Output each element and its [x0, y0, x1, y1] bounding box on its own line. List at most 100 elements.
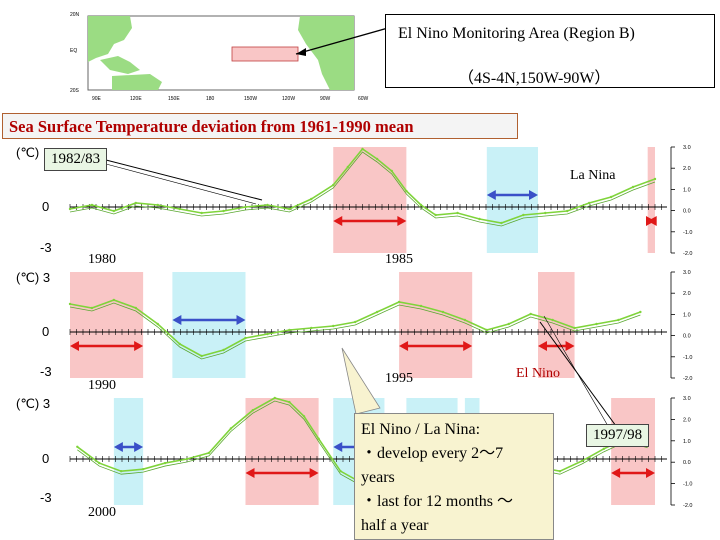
sst-point [551, 318, 554, 322]
el-nino-arrow-head-right [646, 468, 655, 478]
right-tick-label: -1.0 [683, 230, 692, 236]
sst-point [112, 298, 116, 302]
sst-point [375, 157, 379, 161]
la-nina-arrow-head-left [333, 442, 343, 452]
sst-point [485, 328, 489, 332]
right-tick-label: 0.0 [683, 209, 691, 215]
sst-point [185, 457, 189, 461]
sst-point [339, 470, 342, 473]
sst-point [361, 147, 364, 151]
sst-point [507, 322, 510, 326]
p0-minus3-label: -3 [40, 240, 52, 255]
la-nina-arrow-head-right [236, 315, 246, 325]
el-nino-arrow-head-right [565, 341, 575, 351]
decade-label-1980: 1980 [88, 252, 116, 267]
sst-point [617, 318, 620, 322]
p2-minus3-label: -3 [40, 490, 52, 505]
chart-title: Sea Surface Temperature deviation from 1… [2, 113, 518, 139]
sst-point [587, 201, 591, 205]
sst-point [98, 461, 101, 465]
sst-point [390, 169, 393, 173]
sst-point [251, 409, 255, 412]
sst-point [558, 470, 562, 473]
right-tick-label: -1.0 [683, 355, 692, 361]
note-line-1: El Nino / La Nina: [361, 421, 481, 438]
sst-point [288, 207, 291, 211]
sst-point [288, 400, 291, 404]
sst-point [346, 165, 350, 169]
sst-point [288, 328, 291, 332]
p1-unit-label: (℃) 3 [16, 270, 51, 285]
el-nino-shade [399, 272, 473, 378]
el-nino-arrow-head-right [397, 216, 407, 226]
sst-point [200, 211, 203, 215]
right-tick-label: 2.0 [683, 291, 691, 297]
right-tick-label: 1.0 [683, 187, 691, 193]
sst-point [573, 326, 576, 330]
map-land-asia [88, 16, 132, 62]
map-lon-label: 60W [358, 96, 369, 102]
sst-point [200, 354, 203, 358]
map-lat-20n: 20N [70, 12, 80, 18]
el-nino-shade [70, 272, 144, 378]
sst-point [332, 324, 335, 328]
map-land-australia [112, 74, 162, 90]
note-pointer [341, 347, 381, 415]
right-tick-label: 3.0 [683, 270, 691, 276]
map-lon-label: 90W [320, 96, 331, 102]
el-nino-arrow-head-left [70, 341, 79, 351]
sst-point [163, 461, 167, 465]
sst-point [229, 427, 233, 430]
la-nina-shade [113, 398, 144, 505]
tag-pointers [105, 159, 617, 427]
right-tick-label: -2.0 [683, 251, 692, 257]
right-tick-label: -1.0 [683, 482, 692, 488]
sst-point [90, 203, 94, 207]
sst-point [397, 300, 401, 304]
sst-point [222, 348, 225, 352]
sst-point [156, 322, 159, 326]
sst-point [141, 467, 145, 471]
sst-point [244, 205, 247, 209]
monitoring-area-callout: El Nino Monitoring Area (Region B) （4S-4… [385, 14, 715, 88]
sst-point [478, 217, 481, 221]
sst-point [631, 185, 635, 189]
sst-point [134, 306, 138, 310]
el-nino-arrow-head-right [646, 216, 655, 226]
right-tick-label: 2.0 [683, 166, 691, 172]
note-line-2: ・develop every 2～7 [361, 445, 504, 462]
unit-label: (℃) [16, 145, 40, 160]
sst-point [609, 195, 613, 199]
sst-point [76, 445, 79, 448]
sst-point [434, 213, 437, 217]
sst-point [566, 209, 569, 213]
note-line-5: half a year [361, 517, 429, 534]
sst-point [602, 447, 606, 451]
sst-point [112, 209, 116, 213]
el-nino-arrow-head-right [463, 341, 473, 351]
sst-point [119, 470, 123, 473]
el-nino-arrow-head-right [134, 341, 144, 351]
la-nina-arrow-head-left [113, 442, 123, 452]
right-tick-label: 0.0 [683, 460, 691, 466]
right-tick-label: 0.0 [683, 334, 691, 340]
map-land-indonesia [100, 56, 140, 74]
map-lon-label: 150W [244, 96, 257, 102]
sst-point [500, 221, 503, 225]
el-nino-arrow-head-left [245, 468, 255, 478]
pointer-1997-b [543, 315, 609, 427]
p1-minus3-label: -3 [40, 364, 52, 379]
sst-point [244, 336, 247, 340]
callout-pointer [295, 27, 389, 55]
sst-point [310, 197, 313, 201]
sst-point [317, 437, 320, 440]
el-nino-shade [647, 147, 655, 253]
decade-label-1985: 1985 [385, 252, 413, 267]
sst-point [653, 177, 657, 181]
right-tick-label: -2.0 [683, 503, 692, 509]
note-line-3: years [361, 469, 395, 486]
sst-point [456, 211, 459, 215]
map-lat-20s: 20S [70, 88, 80, 94]
sst-series-line-alt [69, 302, 641, 360]
